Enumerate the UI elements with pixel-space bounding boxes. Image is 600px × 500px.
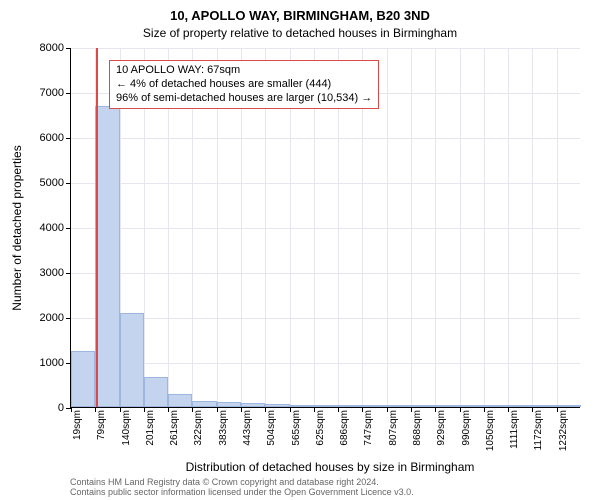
histogram-bar <box>290 405 314 407</box>
annotation-line: 96% of semi-detached houses are larger (… <box>116 92 372 106</box>
x-axis-label: Distribution of detached houses by size … <box>30 460 600 474</box>
y-tick-label: 5000 <box>4 177 64 189</box>
gridline-h <box>71 228 580 229</box>
x-tick-label: 565sqm <box>291 410 302 456</box>
gridline-v <box>532 48 533 407</box>
histogram-bar <box>387 405 411 407</box>
gridline-v <box>411 48 412 407</box>
x-tick-label: 990sqm <box>461 410 472 456</box>
x-tick-label: 1111sqm <box>509 410 520 456</box>
histogram-bar <box>217 402 241 407</box>
gridline-v <box>508 48 509 407</box>
histogram-bar <box>95 106 119 408</box>
x-tick-label: 261sqm <box>169 410 180 456</box>
histogram-bar <box>484 405 508 407</box>
plot-area: 10 APOLLO WAY: 67sqm← 4% of detached hou… <box>70 48 580 408</box>
x-tick-label: 1172sqm <box>533 410 544 456</box>
y-tick-label: 7000 <box>4 87 64 99</box>
gridline-h <box>71 183 580 184</box>
histogram-bar <box>460 405 484 407</box>
x-tick-label: 443sqm <box>242 410 253 456</box>
histogram-bar <box>71 351 95 407</box>
annotation-line: 10 APOLLO WAY: 67sqm <box>116 64 372 78</box>
y-tick-mark <box>66 48 71 49</box>
gridline-h <box>71 363 580 364</box>
y-tick-mark <box>66 228 71 229</box>
histogram-bar <box>435 405 459 407</box>
x-tick-label: 19sqm <box>72 410 83 456</box>
property-marker-line <box>96 48 98 407</box>
histogram-bar <box>532 405 556 407</box>
histogram-bar <box>508 405 532 407</box>
x-tick-label: 79sqm <box>96 410 107 456</box>
footer-attribution: Contains HM Land Registry data © Crown c… <box>70 478 414 498</box>
x-tick-label: 201sqm <box>145 410 156 456</box>
annotation-line: ← 4% of detached houses are smaller (444… <box>116 78 372 92</box>
chart-container: 10, APOLLO WAY, BIRMINGHAM, B20 3ND Size… <box>0 0 600 500</box>
y-tick-label: 2000 <box>4 312 64 324</box>
y-tick-mark <box>66 138 71 139</box>
y-tick-label: 1000 <box>4 357 64 369</box>
y-tick-label: 8000 <box>4 42 64 54</box>
histogram-bar <box>411 405 435 407</box>
histogram-bar <box>241 403 265 407</box>
x-tick-label: 625sqm <box>315 410 326 456</box>
x-tick-label: 322sqm <box>193 410 204 456</box>
gridline-v <box>460 48 461 407</box>
gridline-h <box>71 318 580 319</box>
gridline-h <box>71 48 580 49</box>
gridline-h <box>71 138 580 139</box>
x-tick-label: 1232sqm <box>558 410 569 456</box>
x-tick-label: 1050sqm <box>485 410 496 456</box>
histogram-bar <box>168 394 192 407</box>
y-tick-mark <box>66 318 71 319</box>
x-tick-label: 929sqm <box>436 410 447 456</box>
histogram-bar <box>338 405 362 407</box>
histogram-bar <box>120 313 144 408</box>
histogram-bar <box>557 405 581 407</box>
x-tick-label: 504sqm <box>266 410 277 456</box>
x-tick-label: 807sqm <box>388 410 399 456</box>
y-tick-mark <box>66 93 71 94</box>
histogram-bar <box>192 401 216 407</box>
y-tick-label: 0 <box>4 402 64 414</box>
y-tick-mark <box>66 273 71 274</box>
gridline-h <box>71 273 580 274</box>
histogram-bar <box>314 405 338 407</box>
footer-line2: Contains public sector information licen… <box>70 488 414 498</box>
gridline-v <box>557 48 558 407</box>
histogram-bar <box>144 377 168 407</box>
x-tick-label: 140sqm <box>121 410 132 456</box>
y-tick-label: 6000 <box>4 132 64 144</box>
y-tick-mark <box>66 183 71 184</box>
x-tick-label: 747sqm <box>363 410 374 456</box>
chart-title: 10, APOLLO WAY, BIRMINGHAM, B20 3ND <box>0 8 600 23</box>
y-tick-label: 4000 <box>4 222 64 234</box>
x-tick-label: 686sqm <box>339 410 350 456</box>
x-tick-label: 868sqm <box>412 410 423 456</box>
x-tick-label: 383sqm <box>218 410 229 456</box>
annotation-box: 10 APOLLO WAY: 67sqm← 4% of detached hou… <box>109 60 379 109</box>
gridline-v <box>484 48 485 407</box>
chart-subtitle: Size of property relative to detached ho… <box>0 26 600 40</box>
histogram-bar <box>265 404 289 407</box>
histogram-bar <box>362 405 386 407</box>
gridline-v <box>387 48 388 407</box>
y-tick-label: 3000 <box>4 267 64 279</box>
gridline-v <box>435 48 436 407</box>
